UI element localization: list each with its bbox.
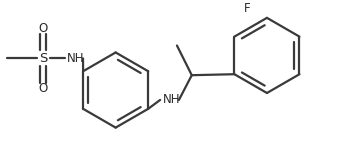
Text: NH: NH xyxy=(67,52,85,65)
Text: O: O xyxy=(39,82,48,95)
Text: O: O xyxy=(39,22,48,35)
Text: F: F xyxy=(244,2,251,16)
Text: S: S xyxy=(39,52,48,65)
Text: NH: NH xyxy=(163,93,181,106)
